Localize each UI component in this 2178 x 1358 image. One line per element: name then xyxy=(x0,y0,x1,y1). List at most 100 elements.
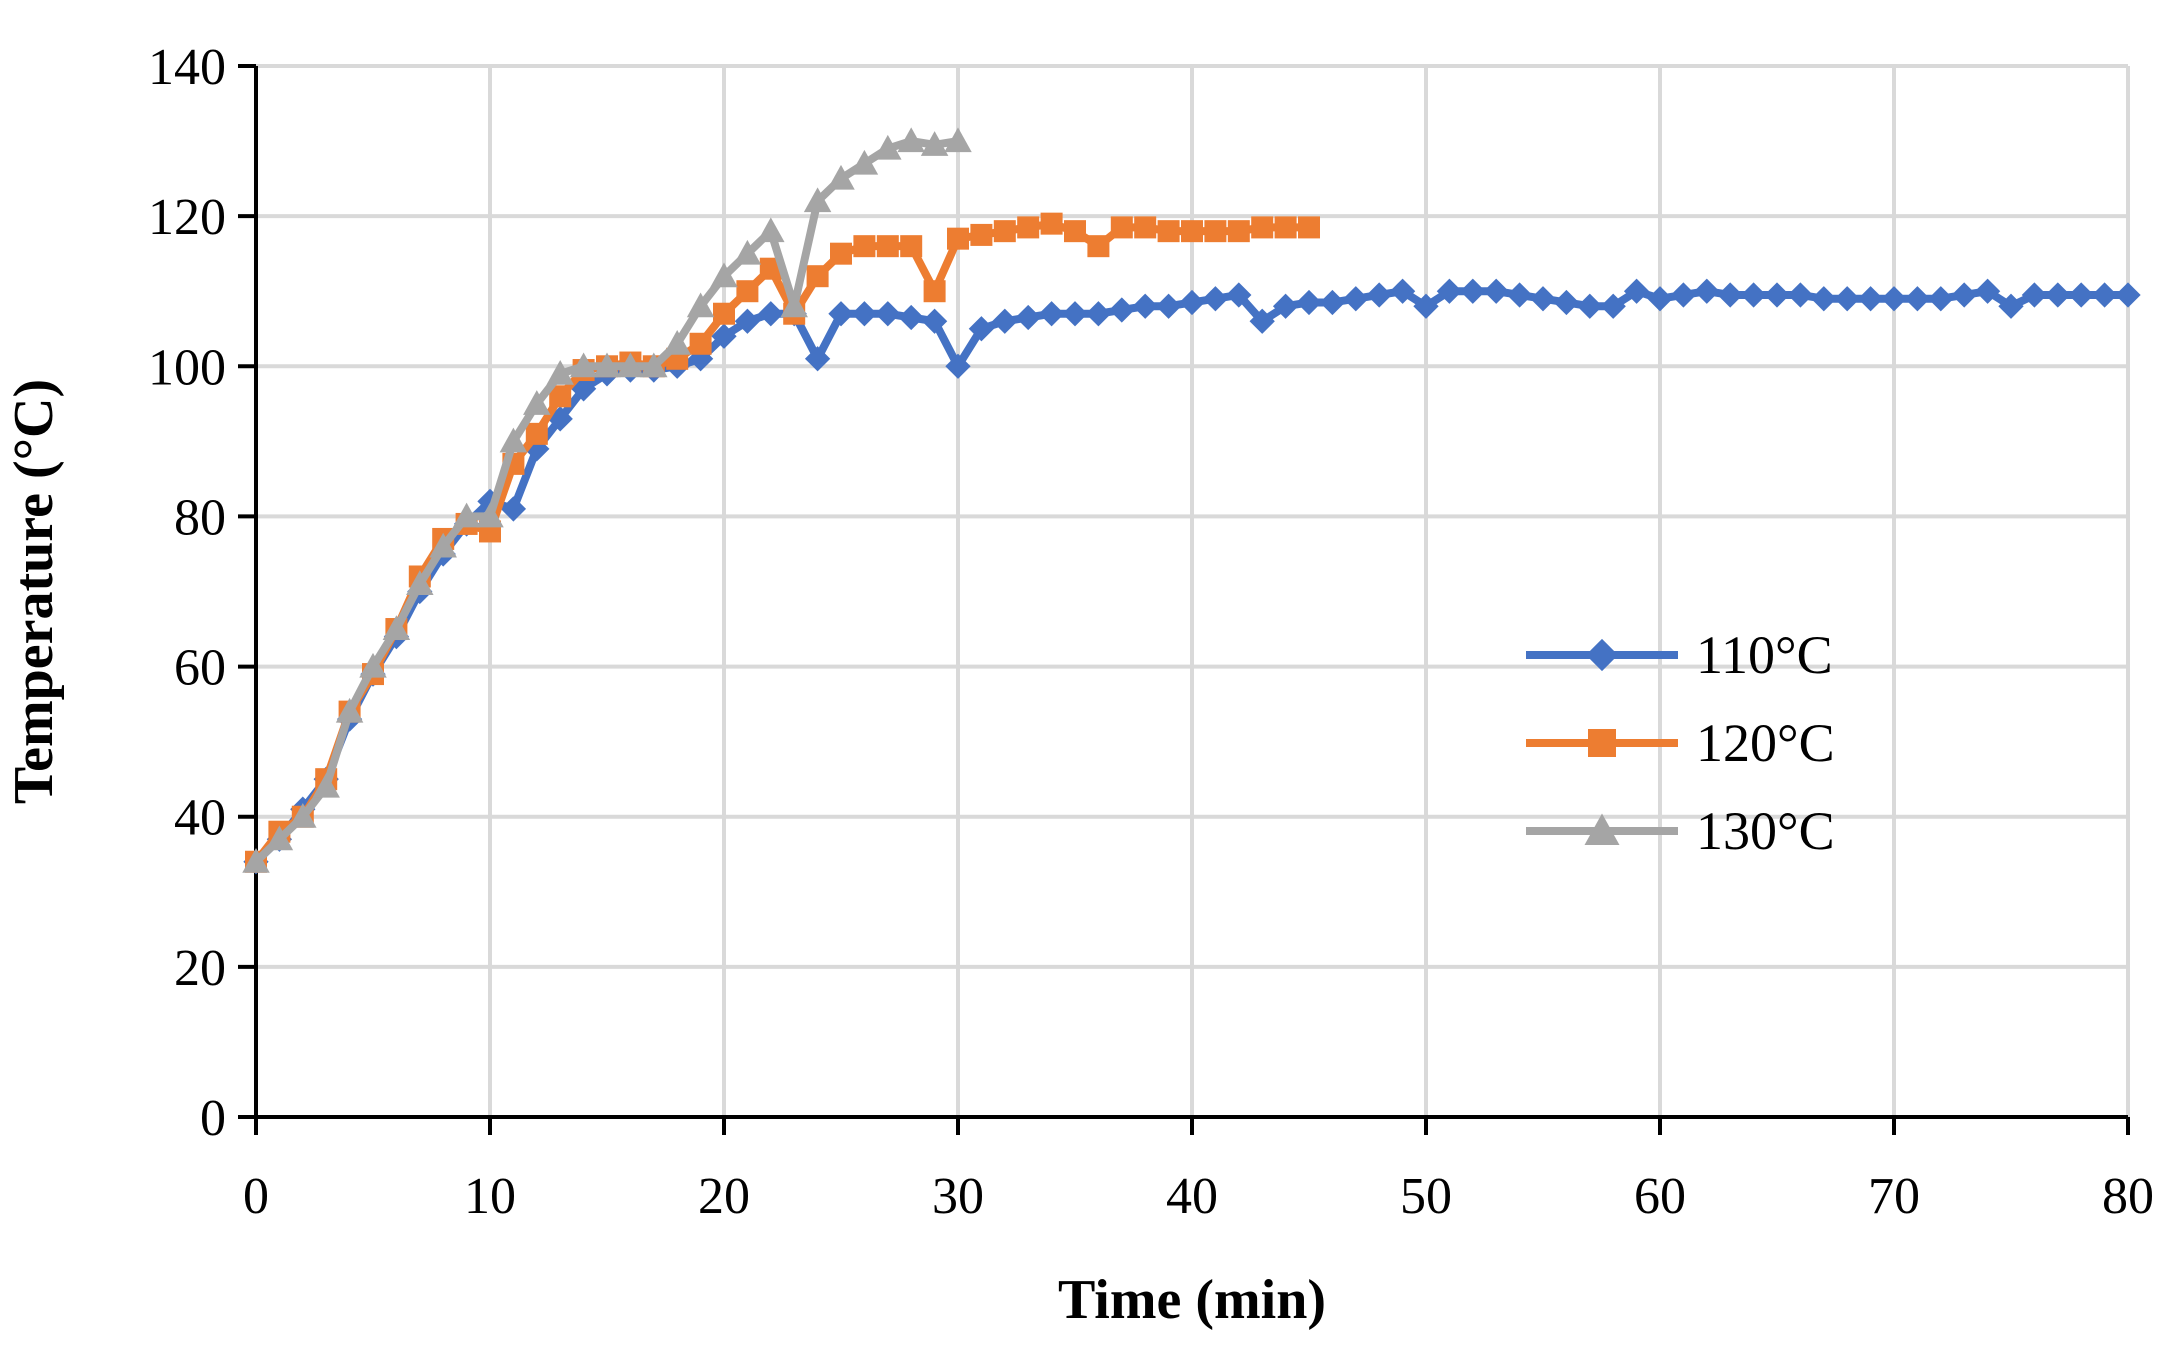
data-point xyxy=(851,301,878,327)
data-point xyxy=(1436,278,1463,304)
data-point xyxy=(686,292,715,318)
data-point xyxy=(525,422,548,445)
y-tick-label: 0 xyxy=(200,1090,226,1147)
data-point xyxy=(359,652,387,678)
data-point xyxy=(1319,289,1346,316)
data-point xyxy=(1928,286,1954,312)
data-point xyxy=(780,292,808,318)
y-tick-label: 120 xyxy=(148,189,226,246)
data-point xyxy=(640,352,668,378)
series-group xyxy=(242,127,2141,875)
legend-item: 130°C xyxy=(1526,801,1835,861)
data-point xyxy=(713,302,735,325)
data-point xyxy=(429,532,457,558)
y-axis-title: Temperature (°C) xyxy=(3,379,65,804)
data-point xyxy=(874,134,902,160)
data-point xyxy=(923,280,946,303)
data-point xyxy=(1857,286,1884,312)
data-point xyxy=(1834,286,1860,312)
data-point xyxy=(1015,304,1041,331)
data-point xyxy=(663,330,691,355)
data-point xyxy=(920,131,949,156)
data-point xyxy=(1904,286,1931,312)
data-point xyxy=(1530,286,1556,312)
data-point xyxy=(593,352,621,378)
data-point xyxy=(1951,282,1977,308)
data-point xyxy=(1110,216,1133,239)
data-point xyxy=(758,301,784,327)
data-point xyxy=(452,502,481,528)
data-point xyxy=(710,262,738,288)
data-point xyxy=(733,239,762,265)
data-point xyxy=(944,127,972,153)
y-tick-label: 140 xyxy=(148,39,226,96)
legend-label: 130°C xyxy=(1696,801,1835,861)
data-point xyxy=(2068,282,2094,308)
legend-label: 120°C xyxy=(1696,713,1835,773)
data-point xyxy=(382,615,411,641)
data-point xyxy=(1460,278,1486,304)
tick-labels: 0 20 40 60 80 100 120 140 0 10 20 30 40 50 60 70 80 xyxy=(148,39,2154,1225)
data-point xyxy=(312,772,340,798)
data-point xyxy=(1740,282,1767,308)
data-point xyxy=(1087,235,1110,258)
data-point xyxy=(1298,216,1320,239)
data-point xyxy=(549,385,572,408)
data-point xyxy=(265,825,294,851)
data-point xyxy=(804,346,831,372)
legend-marker xyxy=(1588,729,1616,757)
data-point xyxy=(500,496,527,522)
series-line xyxy=(252,219,1309,865)
data-point xyxy=(921,308,948,334)
data-point xyxy=(830,242,852,265)
data-point xyxy=(993,220,1016,243)
data-point xyxy=(476,502,504,528)
data-point xyxy=(876,235,899,258)
data-point xyxy=(1179,289,1205,316)
data-point xyxy=(1272,293,1299,319)
data-point xyxy=(1366,282,1392,308)
data-point xyxy=(897,127,925,153)
legend: 110°C 120°C 130°C xyxy=(1526,625,1835,861)
x-tick-label: 40 xyxy=(1166,1168,1218,1225)
data-point xyxy=(1064,220,1086,243)
data-point xyxy=(546,360,574,385)
x-tick-label: 20 xyxy=(698,1168,750,1225)
data-point xyxy=(1085,301,1112,327)
data-point xyxy=(1413,293,1439,319)
data-point xyxy=(1109,297,1135,323)
data-point xyxy=(1577,293,1603,319)
data-point xyxy=(1483,278,1509,304)
data-point xyxy=(1227,220,1250,243)
data-point xyxy=(1249,308,1275,334)
data-point xyxy=(1132,293,1158,319)
data-point xyxy=(806,265,829,288)
data-point xyxy=(853,235,876,258)
data-point xyxy=(1553,289,1580,316)
data-point xyxy=(2091,282,2118,308)
data-point xyxy=(828,301,854,327)
data-point xyxy=(1062,301,1088,327)
data-point xyxy=(1647,286,1673,312)
data-point xyxy=(992,308,1018,334)
data-point xyxy=(1787,282,1814,308)
data-point xyxy=(759,257,782,280)
y-tick-label: 40 xyxy=(174,790,226,847)
data-point xyxy=(616,352,645,378)
data-point xyxy=(736,280,759,303)
x-tick-label: 10 xyxy=(464,1168,516,1225)
data-point xyxy=(711,323,737,349)
data-point xyxy=(734,308,761,334)
data-point xyxy=(1974,278,2001,304)
data-point xyxy=(289,802,317,828)
y-tick-label: 80 xyxy=(174,489,226,546)
grid xyxy=(256,64,2130,1117)
data-point xyxy=(1600,293,1626,319)
data-point xyxy=(875,301,901,327)
data-point xyxy=(1670,282,1697,308)
data-point xyxy=(1623,278,1650,304)
x-tick-label: 50 xyxy=(1400,1168,1452,1225)
data-point xyxy=(1202,286,1229,312)
